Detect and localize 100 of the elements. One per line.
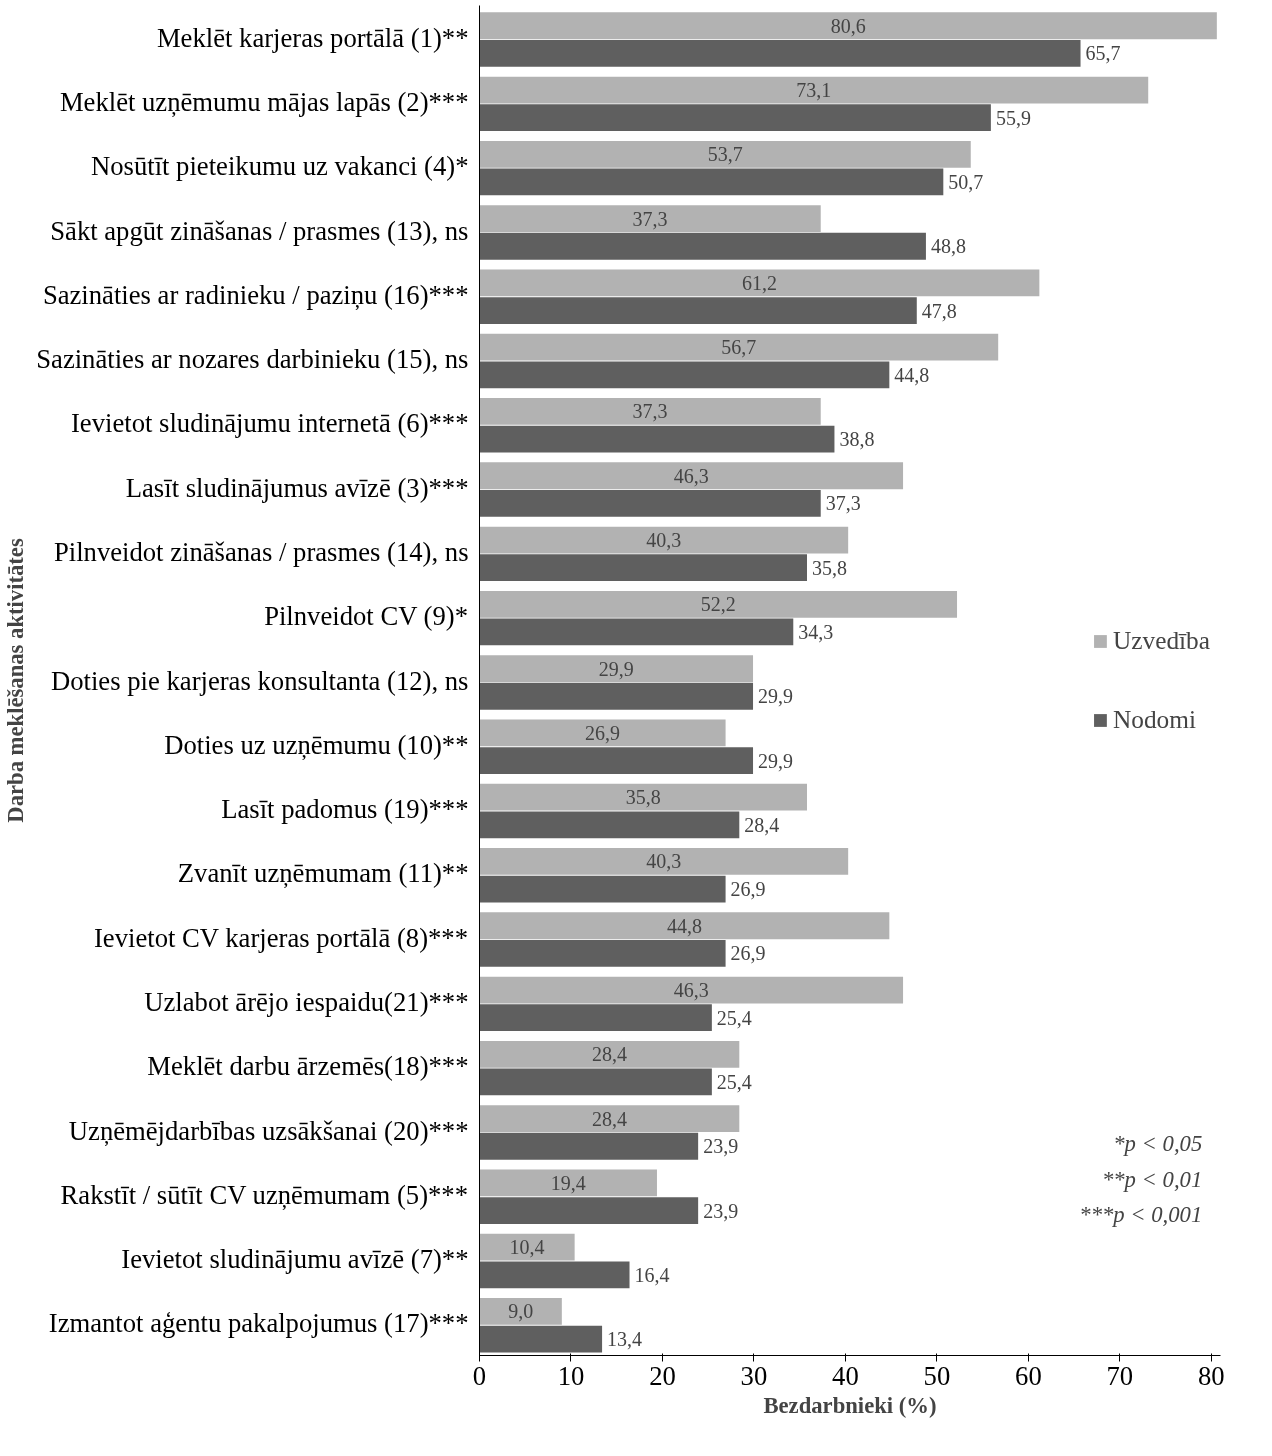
y-tick-label: Meklēt uzņēmumu mājas lapās (2)*** <box>59 86 469 117</box>
data-label: 13,4 <box>607 1328 643 1351</box>
bar <box>479 1132 699 1160</box>
y-tick-label: Lasīt padomus (19)*** <box>221 794 469 825</box>
y-tick-label: Ievietot sludinājumu avīzē (7)** <box>121 1244 469 1275</box>
bar <box>479 39 1081 67</box>
bar <box>479 590 958 618</box>
data-label: 34,3 <box>798 620 834 643</box>
bar <box>479 719 726 747</box>
data-label: 29,9 <box>758 685 794 708</box>
annotation: **p < 0,01 <box>1101 1166 1203 1192</box>
data-label: 28,4 <box>591 1107 627 1130</box>
data-label: 44,8 <box>894 363 930 386</box>
data-label: 47,8 <box>921 299 957 322</box>
y-tick-label: Sākt apgūt zināšanas / prasmes (13), ns <box>50 215 469 246</box>
annotation: *p < 0,05 <box>1113 1131 1203 1157</box>
bar <box>479 747 754 774</box>
bar <box>479 618 794 646</box>
bar <box>479 104 991 132</box>
bar <box>479 1004 712 1032</box>
data-label: 26,9 <box>730 878 766 901</box>
data-label: 37,3 <box>825 492 861 515</box>
bar <box>479 462 904 490</box>
data-label: 38,8 <box>839 428 875 451</box>
y-tick-label: Uzlabot ārējo iespaidu(21)*** <box>144 986 469 1017</box>
data-label: 10,4 <box>509 1236 545 1259</box>
y-tick-label: Ievietot CV karjeras portālā (8)*** <box>93 922 469 953</box>
data-label: 28,4 <box>591 1043 627 1066</box>
y-tick-label: Pilnveidot CV (9)* <box>264 601 469 632</box>
data-label: 23,9 <box>703 1135 739 1158</box>
bar <box>479 976 904 1004</box>
x-axis-title: Bezdarbnieki (%) <box>763 1392 937 1418</box>
data-label: 50,7 <box>948 170 984 193</box>
data-label: 23,9 <box>703 1199 739 1222</box>
data-label: 37,3 <box>632 207 668 230</box>
data-label: 56,7 <box>721 336 757 359</box>
y-tick-label: Meklēt karjeras portālā (1)** <box>156 22 469 53</box>
annotation: ***p < 0,001 <box>1079 1201 1203 1227</box>
bar <box>479 682 754 710</box>
bar <box>479 554 807 582</box>
bar <box>479 939 726 967</box>
bar <box>479 1261 630 1289</box>
bar <box>479 1105 740 1133</box>
y-tick-label: Uzņēmējdarbības uzsākšanai (20)*** <box>68 1115 469 1146</box>
bar <box>479 1068 712 1096</box>
bar <box>479 205 821 233</box>
data-label: 80,6 <box>830 14 866 37</box>
y-tick-label: Nosūtīt pieteikumu uz vakanci (4)* <box>90 151 469 182</box>
bar <box>479 76 1149 104</box>
data-label: 73,1 <box>796 79 832 102</box>
y-tick-label: Rakstīt / sūtīt CV uzņēmumam (5)*** <box>60 1179 469 1210</box>
y-tick-label: Zvanīt uzņēmumam (11)** <box>177 858 469 889</box>
y-tick-label: Doties pie karjeras konsultanta (12), ns <box>50 665 469 696</box>
bar <box>479 1197 699 1224</box>
data-label: 35,8 <box>812 556 847 579</box>
data-label: 46,3 <box>673 979 709 1002</box>
data-label: 46,3 <box>673 464 709 487</box>
y-tick-label: Ievietot sludinājumu internetā (6)*** <box>70 408 469 439</box>
x-tick-label: 20 <box>649 1360 676 1391</box>
legend-label: Uzvedība <box>1112 626 1210 655</box>
data-label: 9,0 <box>508 1300 534 1323</box>
data-label: 25,4 <box>716 1006 752 1029</box>
data-label: 29,9 <box>598 657 634 680</box>
bar <box>479 811 740 839</box>
data-label: 55,9 <box>995 106 1031 129</box>
data-label: 26,9 <box>585 721 621 744</box>
x-tick-label: 80 <box>1198 1360 1225 1391</box>
bar <box>479 140 971 168</box>
bar <box>479 1325 603 1353</box>
x-tick-label: 0 <box>472 1360 487 1391</box>
data-label: 61,2 <box>741 271 777 294</box>
data-label: 37,3 <box>632 400 668 423</box>
data-label: 25,4 <box>716 1070 752 1093</box>
data-label: 40,3 <box>646 850 682 873</box>
bar <box>479 1233 575 1261</box>
bar <box>479 398 821 425</box>
bar <box>479 1040 740 1068</box>
y-axis-title: Darba meklēšanas aktivitātes <box>3 538 29 823</box>
data-label: 48,8 <box>930 235 966 258</box>
y-tick-label: Doties uz uzņēmumu (10)** <box>164 729 469 760</box>
data-label: 26,9 <box>730 942 766 965</box>
x-tick-label: 70 <box>1106 1360 1134 1391</box>
data-label: 65,7 <box>1085 42 1121 65</box>
x-tick-label: 30 <box>740 1360 768 1391</box>
data-label: 53,7 <box>707 143 743 166</box>
data-label: 40,3 <box>646 529 682 552</box>
bar <box>479 269 1040 297</box>
y-tick-label: Lasīt sludinājumus avīzē (3)*** <box>125 472 469 503</box>
bar <box>479 333 999 361</box>
data-label: 29,9 <box>758 749 794 772</box>
data-label: 44,8 <box>666 914 702 937</box>
data-label: 16,4 <box>634 1263 670 1286</box>
bar <box>479 875 726 903</box>
data-label: 28,4 <box>744 813 780 836</box>
y-tick-label: Izmantot aģentu pakalpojumus (17)*** <box>48 1308 469 1339</box>
x-tick-label: 50 <box>923 1360 951 1391</box>
bar <box>479 1169 657 1197</box>
bar <box>479 912 890 940</box>
y-tick-label: Meklēt darbu ārzemēs(18)*** <box>147 1051 469 1082</box>
legend-label: Nodomi <box>1112 705 1196 734</box>
